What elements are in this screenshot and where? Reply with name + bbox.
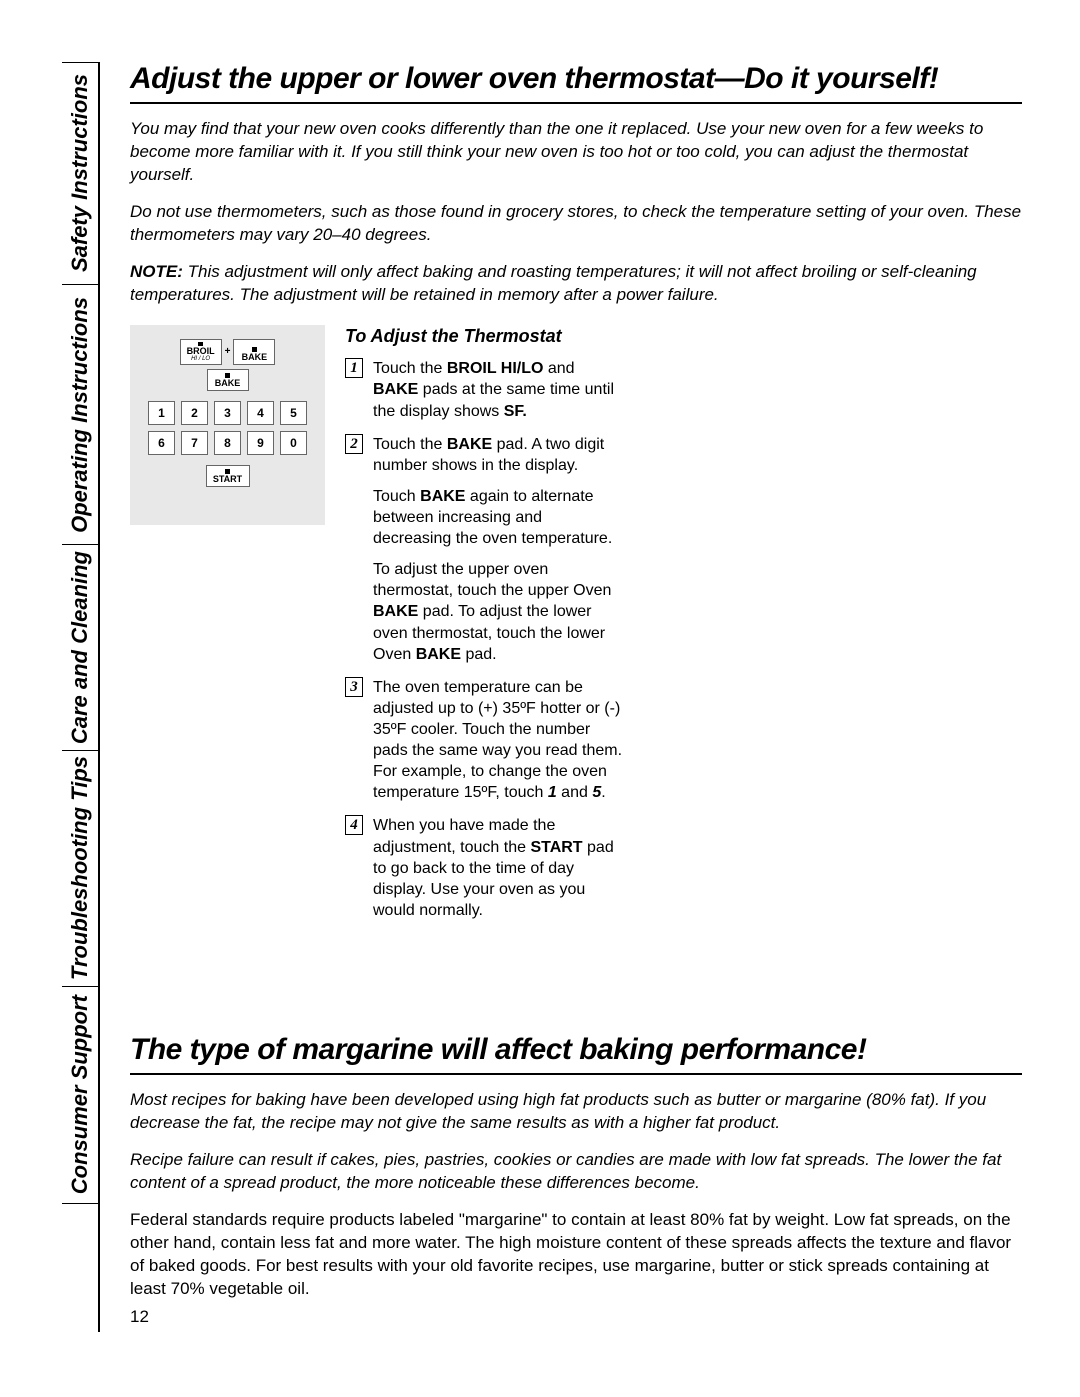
num-6: 6 <box>148 431 175 455</box>
section2: The type of margarine will affect baking… <box>130 1033 1022 1301</box>
tab-operating: Operating Instructions <box>62 284 98 544</box>
step-number: 4 <box>345 815 363 835</box>
intro-p1: You may find that your new oven cooks di… <box>130 118 1022 187</box>
broil-button: Broil Hi / Lo <box>180 339 222 365</box>
intro-note: NOTE: This adjustment will only affect b… <box>130 261 1022 307</box>
step: 2 Touch the BAKE pad. A two digit number … <box>345 434 623 665</box>
num-7: 7 <box>181 431 208 455</box>
start-button: Start <box>206 465 250 487</box>
step-text: Touch the BROIL HI/LO and BAKE pads at t… <box>373 358 623 421</box>
keypad-illustration: Broil Hi / Lo + Bake Bake 1 2 3 <box>130 325 325 525</box>
num-3: 3 <box>214 401 241 425</box>
step-number: 1 <box>345 358 363 378</box>
section2-p3: Federal standards require products label… <box>130 1209 1022 1301</box>
bake-button-mid: Bake <box>207 369 249 391</box>
number-pad: 1 2 3 4 5 6 7 8 9 0 <box>148 401 307 455</box>
section2-title: The type of margarine will affect baking… <box>130 1033 1022 1075</box>
tab-troubleshooting: Troubleshooting Tips <box>62 750 98 986</box>
page-number: 12 <box>130 1307 149 1327</box>
num-0: 0 <box>280 431 307 455</box>
num-4: 4 <box>247 401 274 425</box>
num-9: 9 <box>247 431 274 455</box>
step: 3 The oven temperature can be adjusted up… <box>345 677 623 804</box>
thermostat-instructions: To Adjust the Thermostat 1 Touch the BROI… <box>345 325 623 933</box>
section2-p2: Recipe failure can result if cakes, pies… <box>130 1149 1022 1195</box>
step-text: The oven temperature can be adjusted up … <box>373 677 623 804</box>
step-number: 3 <box>345 677 363 697</box>
num-2: 2 <box>181 401 208 425</box>
page: Safety Instructions Operating Instructio… <box>62 62 1022 1332</box>
tab-consumer: Consumer Support <box>62 986 98 1204</box>
num-1: 1 <box>148 401 175 425</box>
tab-care: Care and Cleaning <box>62 544 98 750</box>
section1-intro: You may find that your new oven cooks di… <box>130 118 1022 307</box>
intro-p2: Do not use thermometers, such as those f… <box>130 201 1022 247</box>
section1-title: Adjust the upper or lower oven thermosta… <box>130 62 1022 104</box>
section2-p1: Most recipes for baking have been develo… <box>130 1089 1022 1135</box>
step-number: 2 <box>345 434 363 454</box>
step-text: Touch the BAKE pad. A two digit number s… <box>373 434 623 665</box>
tab-safety: Safety Instructions <box>62 62 98 284</box>
instructions-heading: To Adjust the Thermostat <box>345 325 623 349</box>
content: Adjust the upper or lower oven thermosta… <box>130 62 1022 1314</box>
side-tabs: Safety Instructions Operating Instructio… <box>62 62 100 1332</box>
step: 4 When you have made the adjustment, touc… <box>345 815 623 921</box>
bake-button-top: Bake <box>233 339 275 365</box>
num-8: 8 <box>214 431 241 455</box>
step-text: When you have made the adjustment, touch… <box>373 815 623 921</box>
num-5: 5 <box>280 401 307 425</box>
thermostat-row: Broil Hi / Lo + Bake Bake 1 2 3 <box>130 325 1022 933</box>
step: 1 Touch the BROIL HI/LO and BAKE pads at … <box>345 358 623 421</box>
